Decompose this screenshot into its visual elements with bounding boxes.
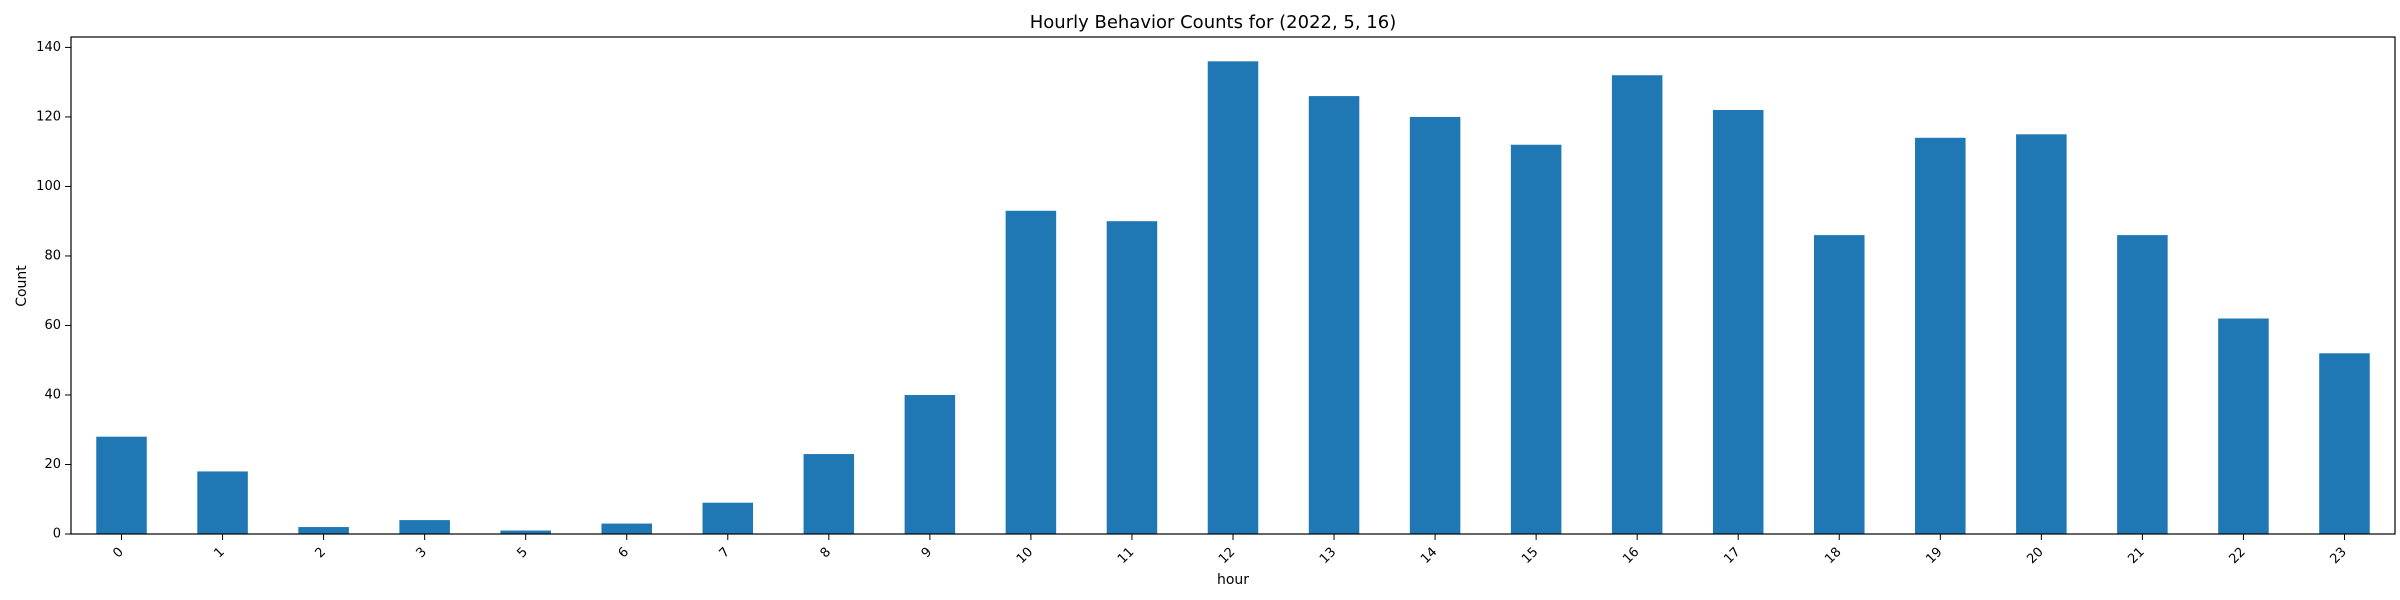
bar-hour-8 (803, 454, 855, 534)
bar-hour-7 (702, 502, 754, 534)
y-axis-label: Count (14, 265, 30, 307)
y-tick-label: 140 (36, 40, 61, 55)
bar-hour-10 (1005, 210, 1057, 534)
bar-hour-5 (500, 530, 551, 534)
bar-hour-20 (2016, 134, 2067, 534)
bar-hour-12 (1207, 61, 1259, 534)
y-tick-label: 120 (36, 109, 61, 124)
y-tick-label: 80 (44, 248, 61, 263)
y-tick-label: 40 (44, 387, 61, 402)
bar-hour-18 (1814, 235, 1865, 534)
bar-hour-1 (197, 471, 248, 534)
x-axis-label: hour (1217, 572, 1249, 588)
bar-hour-17 (1712, 109, 1764, 534)
bar-hour-3 (399, 520, 450, 534)
bar-hour-22 (2218, 318, 2269, 534)
bar-hour-14 (1409, 116, 1461, 534)
y-tick-label: 20 (44, 457, 61, 472)
bar-hour-13 (1308, 96, 1360, 534)
bar-hour-6 (601, 523, 652, 534)
bar-hour-15 (1510, 144, 1562, 534)
bar-hour-2 (298, 527, 349, 534)
bar-hour-19 (1915, 137, 1966, 534)
bar-hour-11 (1106, 221, 1158, 534)
bar-hour-9 (904, 394, 956, 534)
y-tick-label: 100 (36, 179, 61, 194)
y-tick-label: 0 (53, 527, 61, 542)
y-axis-ticks: 0 20 40 60 80 100 120 140 (36, 40, 71, 542)
bar-hour-21 (2117, 235, 2168, 534)
bar-hour-0 (96, 436, 147, 534)
plot-frame (70, 36, 2396, 535)
bar-hour-16 (1611, 75, 1663, 534)
bar-hour-23 (2319, 353, 2370, 534)
bars (96, 61, 2370, 534)
chart-title: Hourly Behavior Counts for (2022, 5, 16) (1030, 12, 1397, 33)
y-tick-label: 60 (44, 318, 61, 333)
